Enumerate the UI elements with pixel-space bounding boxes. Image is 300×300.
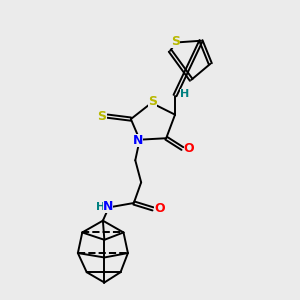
Text: O: O	[184, 142, 194, 155]
Text: N: N	[133, 134, 143, 147]
Text: S: S	[98, 110, 106, 123]
Text: S: S	[148, 95, 157, 108]
Text: N: N	[103, 200, 113, 213]
Text: S: S	[171, 34, 180, 47]
Text: O: O	[154, 202, 165, 215]
Text: H: H	[180, 89, 189, 99]
Text: H: H	[96, 202, 105, 212]
